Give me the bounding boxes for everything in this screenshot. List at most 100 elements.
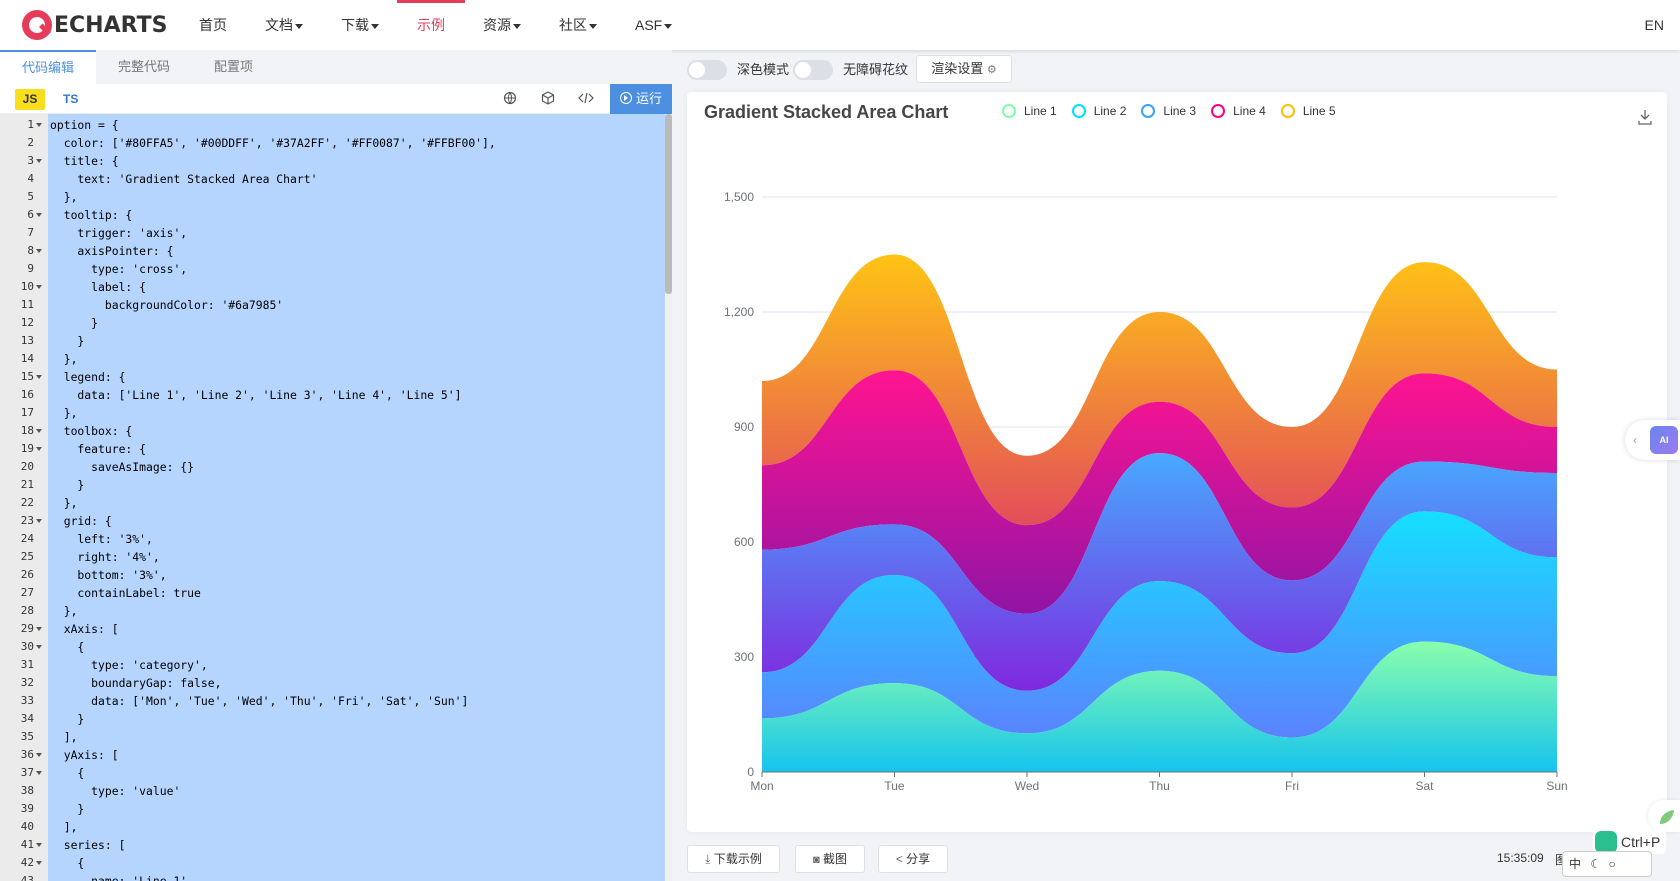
nav-item-3[interactable]: 示例 [397,0,465,50]
fold-arrow-icon[interactable] [36,249,42,253]
scrollbar-track[interactable] [665,114,672,881]
ime-indicator[interactable]: 中 ☾ ○ [1562,851,1652,877]
fold-arrow-icon[interactable] [36,645,42,649]
series-area-3[interactable] [762,453,1557,691]
moon-icon: ☾ [1590,857,1602,871]
code-text: { [50,766,85,780]
nav-item-6[interactable]: ASF [635,0,673,50]
ime-label: 中 [1569,857,1582,871]
fold-arrow-icon[interactable] [36,861,42,865]
code-text: title: { [50,154,119,168]
preview-panel: 深色模式 无障碍花纹 渲染设置 ⚙ 0 300 600 900 1,200 1,500 Mo… [684,50,1680,881]
ts-lang-button[interactable]: TS [63,92,79,106]
code-text: data: ['Line 1', 'Line 2', 'Line 3', 'Li… [50,388,462,402]
nav-item-label: 示例 [417,17,445,33]
chart-canvas[interactable]: 0 300 600 900 1,200 1,500 Mon Tue Wed Thu Fri Sat Su… [687,92,1667,832]
scrollbar-thumb[interactable] [665,114,672,294]
dark-mode-toggle[interactable] [687,60,727,80]
y-tick-label: 300 [734,650,754,664]
series-area-5[interactable] [762,254,1557,526]
line-number: 34 [20,712,34,725]
tab-full-code[interactable]: 完整代码 [118,59,171,74]
shortcut-hint[interactable]: Ctrl+P [1593,830,1667,854]
share-button[interactable]: < 分享 [878,845,948,873]
fold-arrow-icon[interactable] [36,213,42,217]
code-line: 25 right: '4%', [0,548,665,566]
caret-down-icon [664,23,673,29]
save-as-image-icon[interactable] [1637,108,1653,126]
nav-item-2[interactable]: 下载 [341,0,379,50]
top-navbar: ECHARTS 首页 文档 下载 示例 资源 社区 ASF EN [0,0,1680,50]
line-number: 9 [27,262,34,275]
code-line: 36 yAxis: [ [0,746,665,764]
legend-item[interactable]: Line 3 [1141,104,1196,118]
fold-arrow-icon[interactable] [36,285,42,289]
echarts-logo[interactable]: ECHARTS [22,9,167,41]
fold-arrow-icon[interactable] [36,843,42,847]
fold-arrow-icon[interactable] [36,159,42,163]
code-line: 20 saveAsImage: {} [0,458,665,476]
code-text: saveAsImage: {} [50,460,195,474]
decal-toggle[interactable] [793,60,833,80]
leaf-widget[interactable] [1648,800,1680,832]
fold-arrow-icon[interactable] [36,519,42,523]
download-example-button[interactable]: ⤓ 下载示例 [687,845,780,873]
circle-icon: ○ [1608,857,1616,871]
leaf-icon [1660,810,1674,824]
legend-label: Line 2 [1093,104,1127,118]
format-icon[interactable] [502,91,518,107]
caret-down-icon [589,23,597,29]
run-button[interactable]: 运行 [610,84,672,114]
line-number: 22 [20,496,34,509]
shortcut-label: Ctrl+P [1621,834,1661,850]
line-number: 35 [20,730,34,743]
nav-item-5[interactable]: 社区 [559,0,597,50]
code-line: 37 { [0,764,665,782]
line-number: 33 [20,694,34,707]
fold-arrow-icon[interactable] [36,447,42,451]
code-text: label: { [50,280,147,294]
ai-assistant-tab[interactable]: ‹ AI [1625,420,1680,460]
legend-item[interactable]: Line 2 [1071,104,1127,118]
code-editor[interactable]: 1 option = {2 color: ['#80FFA5', '#00DDFF… [0,114,672,881]
js-lang-button[interactable]: JS [15,89,45,110]
nav-item-0[interactable]: 首页 [199,0,227,50]
series-area-2[interactable] [762,511,1557,738]
fold-arrow-icon[interactable] [36,375,42,379]
line-number: 14 [20,352,34,365]
line-number: 10 [20,280,34,293]
nav-item-1[interactable]: 文档 [265,0,303,50]
code-text: backgroundColor: '#6a7985' [50,298,284,312]
legend-item[interactable]: Line 5 [1280,104,1336,118]
code-line: 40 ], [0,818,665,836]
gear-icon: ⚙ [986,64,997,76]
fold-arrow-icon[interactable] [36,753,42,757]
cube-icon[interactable] [540,91,556,107]
series-area-4[interactable] [762,370,1557,614]
legend-item[interactable]: Line 1 [1002,104,1057,118]
code-line: 32 boundaryGap: false, [0,674,665,692]
code-line: 10 label: { [0,278,665,296]
code-text: }, [50,604,78,618]
line-number: 30 [20,640,34,653]
fold-arrow-icon[interactable] [36,771,42,775]
code-line: 16 data: ['Line 1', 'Line 2', 'Line 3', … [0,386,665,404]
tab-code-edit[interactable]: 代码编辑 [0,50,97,84]
fold-arrow-icon[interactable] [36,627,42,631]
tab-options[interactable]: 配置项 [214,59,254,74]
fold-arrow-icon[interactable] [36,123,42,127]
line-number: 26 [20,568,34,581]
render-settings-label: 渲染设置 [931,61,984,76]
x-tick-label: Sat [1415,779,1434,793]
line-number: 23 [20,514,34,527]
fold-arrow-icon[interactable] [36,429,42,433]
nav-item-label: 下载 [341,17,369,33]
code-icon[interactable] [578,91,594,107]
nav-item-4[interactable]: 资源 [483,0,521,50]
code-line: 30 { [0,638,665,656]
language-switch[interactable]: EN [1644,17,1664,33]
legend-item[interactable]: Line 4 [1211,104,1266,118]
render-settings-button[interactable]: 渲染设置 ⚙ [916,55,1012,83]
screenshot-button[interactable]: ◙ 截图 [795,845,865,873]
series-area-1[interactable] [762,641,1557,772]
